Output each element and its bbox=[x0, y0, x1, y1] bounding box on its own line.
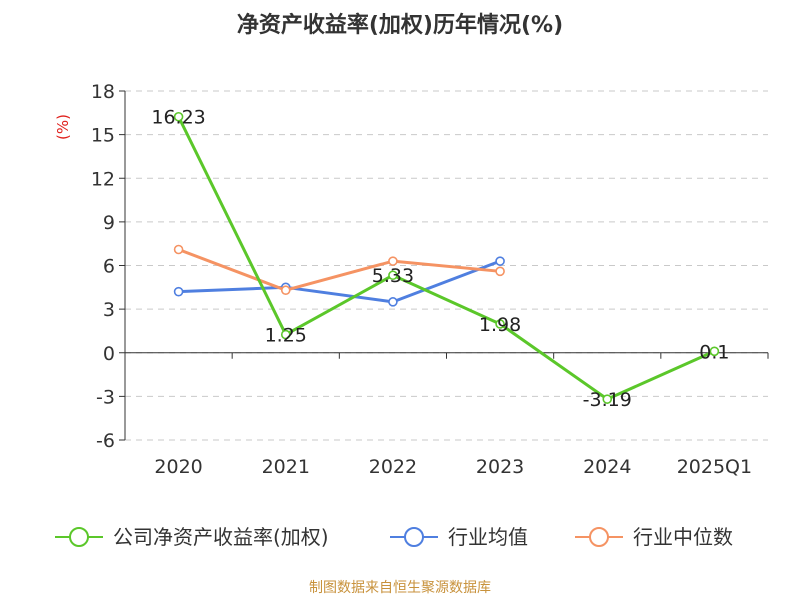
y-tick-label: 3 bbox=[103, 299, 115, 321]
data-point bbox=[173, 111, 184, 122]
data-point bbox=[280, 329, 291, 340]
data-label: -3.19 bbox=[583, 389, 632, 411]
x-axis: 2020 2021 2022 2023 2024 2025Q1 bbox=[124, 91, 769, 478]
legend-marker-0 bbox=[69, 527, 89, 547]
data-point bbox=[388, 270, 398, 281]
data-label: 1.25 bbox=[265, 325, 307, 347]
legend: 公司净资产收益率(加权) 行业均值 行业中位数 bbox=[55, 525, 733, 549]
data-label: 0.1 bbox=[699, 341, 729, 363]
source-note: 制图数据来自恒生聚源数据库 bbox=[309, 580, 491, 596]
data-point bbox=[495, 319, 505, 329]
data-point bbox=[173, 286, 184, 297]
data-point bbox=[495, 266, 505, 277]
chart-title: 净资产收益率(加权)历年情况(%) bbox=[237, 12, 563, 38]
legend-label-0: 公司净资产收益率(加权) bbox=[113, 525, 329, 549]
x-tick-label: 2021 bbox=[262, 456, 310, 478]
data-point bbox=[280, 285, 291, 296]
x-tick-label: 2023 bbox=[476, 456, 524, 478]
series-group bbox=[173, 111, 720, 404]
series-line-2 bbox=[178, 248, 501, 292]
x-tick-label: 2020 bbox=[154, 456, 202, 478]
data-label: 5.33 bbox=[372, 265, 414, 287]
legend-label-1: 行业均值 bbox=[448, 525, 528, 549]
y-axis-ticks: -6 -3 0 3 6 9 12 15 18 bbox=[91, 81, 125, 452]
legend-marker-2 bbox=[589, 527, 609, 547]
data-labels: 16.23 1.25 5.33 1.98 -3.19 0.1 bbox=[151, 107, 729, 411]
y-tick-label: 18 bbox=[91, 81, 115, 103]
data-point bbox=[495, 256, 505, 266]
data-point bbox=[388, 297, 398, 307]
y-tick-label: 9 bbox=[103, 212, 115, 234]
legend-marker-1 bbox=[404, 527, 424, 547]
data-point bbox=[602, 394, 613, 404]
y-tick-label: -6 bbox=[96, 430, 115, 452]
y-tick-label: -3 bbox=[96, 386, 115, 408]
y-tick-label: 12 bbox=[91, 168, 115, 190]
data-point bbox=[388, 256, 398, 266]
y-tick-label: 0 bbox=[103, 343, 115, 365]
series-line-0 bbox=[177, 116, 716, 401]
y-axis-unit-label: (%) bbox=[54, 114, 72, 140]
data-label: 1.98 bbox=[479, 314, 521, 336]
y-tick-label: 15 bbox=[91, 125, 115, 147]
y-tick-label: 6 bbox=[103, 256, 115, 278]
x-tick-label: 2022 bbox=[369, 456, 417, 478]
series-line-1 bbox=[178, 259, 501, 304]
data-point bbox=[709, 346, 720, 357]
x-tick-label: 2025Q1 bbox=[677, 456, 752, 478]
legend-label-2: 行业中位数 bbox=[633, 525, 733, 549]
data-point bbox=[173, 244, 184, 255]
x-tick-label: 2024 bbox=[583, 456, 631, 478]
data-label: 16.23 bbox=[151, 107, 205, 129]
